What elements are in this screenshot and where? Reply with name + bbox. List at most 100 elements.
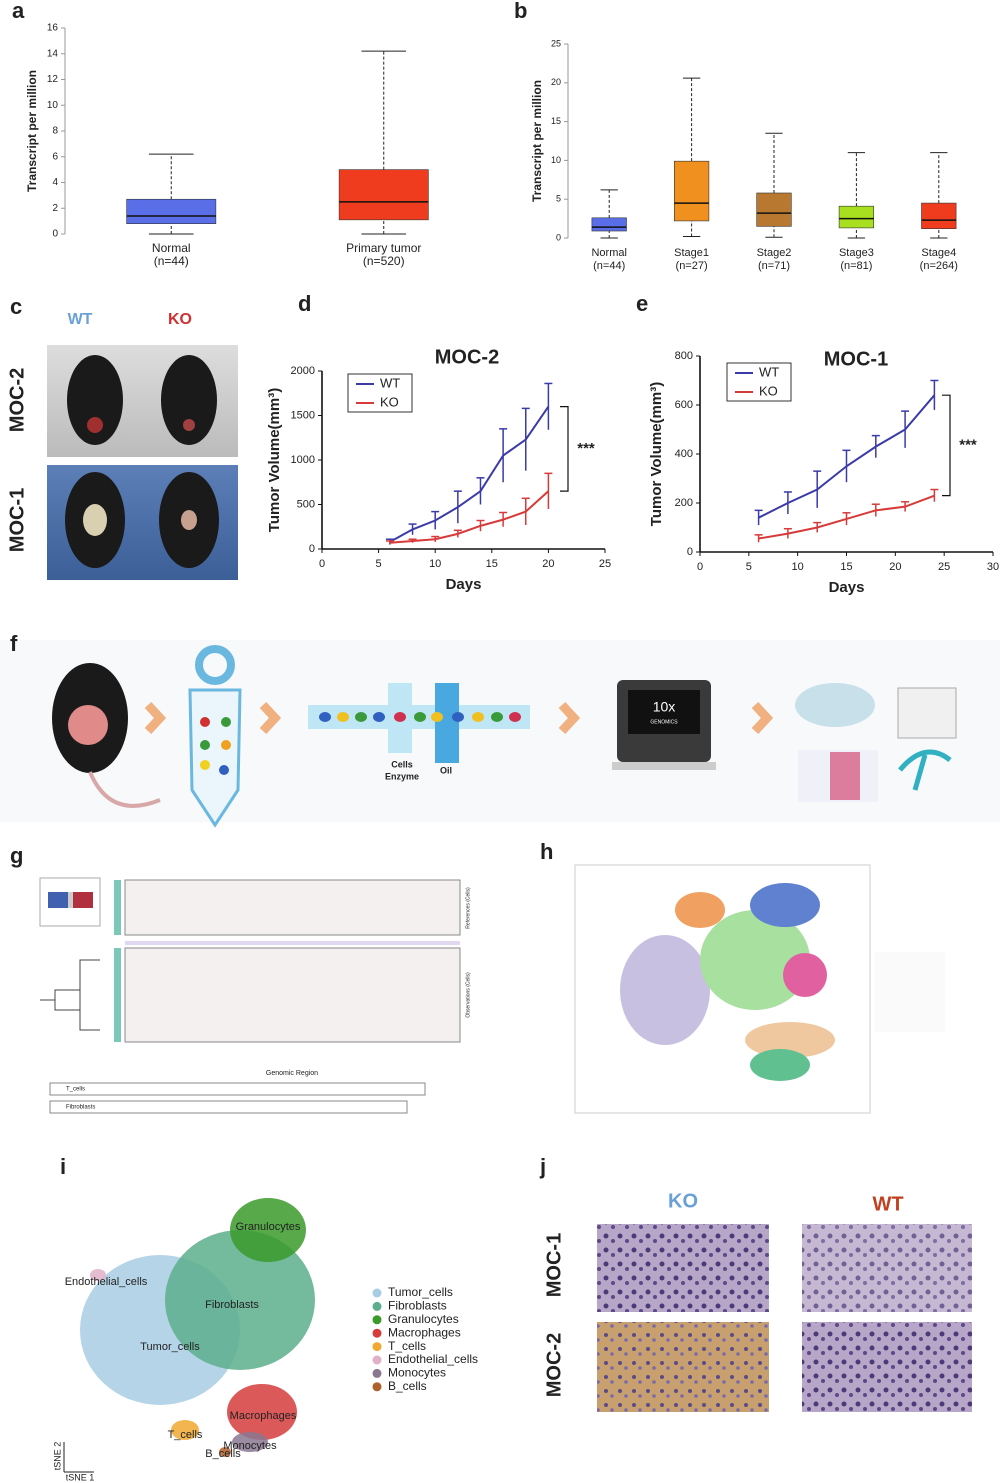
panel-label: c [10, 294, 22, 319]
x-tick-count: (n=27) [676, 260, 708, 272]
device-label: 10x [653, 699, 676, 715]
chart-title: MOC-1 [824, 348, 888, 370]
tumor [183, 419, 195, 431]
cluster-label: Granulocytes [236, 1221, 301, 1233]
x-tick-label: 5 [746, 561, 752, 573]
row-label: MOC-2 [6, 368, 28, 432]
y-tick-label: 1000 [291, 454, 315, 466]
legend-swatch [372, 1382, 382, 1392]
legend-box [347, 373, 413, 413]
y-tick-label: 1500 [291, 409, 315, 421]
panel-label: d [298, 291, 311, 316]
tsne-i [80, 1198, 315, 1457]
device-label: GENOMICS [650, 719, 678, 725]
x-tick-label: 15 [840, 561, 852, 573]
channel-label: Enzyme [385, 771, 419, 781]
result-thumb [897, 687, 957, 739]
y-tick-label: 2 [52, 203, 58, 214]
axis-label: tSNE 1 [66, 1472, 95, 1482]
cluster [675, 892, 725, 928]
channel [435, 683, 459, 763]
cluster [750, 1049, 810, 1081]
heatmap-key [48, 892, 68, 908]
y-axis-label: Transcript per million [25, 70, 39, 192]
legend-label: WT [759, 364, 779, 379]
group-label: Fibroblasts [66, 1105, 95, 1111]
side-label: Observations (Cells) [465, 972, 471, 1018]
tumor [68, 705, 108, 745]
x-tick-count: (n=520) [363, 254, 405, 268]
cluster [219, 1447, 231, 1457]
y-tick-label: 10 [47, 100, 59, 111]
x-tick-count: (n=71) [758, 260, 790, 272]
x-tick-label: Stage2 [757, 247, 792, 259]
x-axis-label: Days [446, 576, 482, 593]
legend-swatch [372, 1301, 382, 1311]
cluster-label: Tumor_cells [140, 1341, 200, 1353]
legend-label: Monocytes [388, 1366, 446, 1380]
y-tick-label: 6 [52, 151, 58, 162]
box [673, 160, 710, 222]
series-line [389, 490, 550, 544]
cluster [232, 1432, 268, 1452]
row-label: MOC-1 [6, 488, 28, 552]
legend-swatch [372, 1368, 382, 1378]
arrow [144, 701, 167, 735]
y-tick-label: 400 [675, 448, 693, 460]
cluster [165, 1230, 315, 1370]
x-tick-label: 10 [792, 561, 804, 573]
column-label: WT [68, 311, 93, 328]
legend-swatch [372, 1315, 382, 1325]
legend-label: KO [380, 394, 399, 409]
cluster [700, 910, 810, 1010]
column-label: KO [168, 311, 192, 328]
column-label: KO [668, 1190, 698, 1212]
x-tick-label: 25 [599, 558, 611, 570]
arrow [558, 701, 581, 735]
x-tick-label: 30 [987, 561, 999, 573]
row-label: MOC-2 [543, 1333, 565, 1397]
panel-label: f [10, 631, 18, 656]
x-tick-count: (n=264) [920, 260, 958, 272]
x-tick-label: Stage1 [674, 247, 709, 259]
legend-label: Macrophages [388, 1325, 461, 1339]
chromosome-bar [125, 941, 460, 945]
legend-label: B_cells [388, 1379, 427, 1393]
heatmap [39, 877, 461, 1114]
y-tick-label: 200 [675, 497, 693, 509]
y-tick-label: 16 [47, 23, 59, 34]
box [338, 169, 429, 221]
x-tick-label: Stage4 [921, 247, 956, 259]
x-tick-label: 15 [486, 558, 498, 570]
y-axis-label: Tumor Volume(mm³) [648, 382, 665, 526]
y-tick-label: 8 [52, 126, 58, 137]
y-tick-label: 0 [309, 543, 315, 555]
cluster [90, 1269, 106, 1281]
cluster-label: Macrophages [230, 1410, 297, 1422]
x-tick-label: Primary tumor [346, 241, 421, 255]
y-tick-label: 0 [52, 229, 58, 240]
dendrogram [40, 959, 100, 1031]
legend-label: WT [380, 375, 400, 390]
tumor [83, 504, 107, 536]
y-tick-label: 2000 [291, 365, 315, 377]
cluster-label: B_cells [205, 1448, 241, 1460]
cluster [227, 1384, 297, 1440]
channel-label: Cells [391, 759, 413, 769]
tumor [87, 417, 103, 433]
arrow [259, 701, 282, 735]
tail [88, 771, 161, 808]
significance-bracket [560, 406, 569, 492]
panel-label: e [636, 291, 648, 316]
x-tick-label: Normal [152, 241, 191, 255]
legend-swatch [372, 1328, 382, 1338]
legend-box [726, 362, 792, 402]
significance-label: *** [959, 436, 977, 453]
x-tick-count: (n=81) [840, 260, 872, 272]
y-tick-label: 500 [297, 498, 315, 510]
x-tick-label: 5 [376, 558, 382, 570]
y-tick-label: 4 [52, 177, 58, 188]
x-tick-label: Stage3 [839, 247, 874, 259]
group-box [49, 1100, 408, 1114]
